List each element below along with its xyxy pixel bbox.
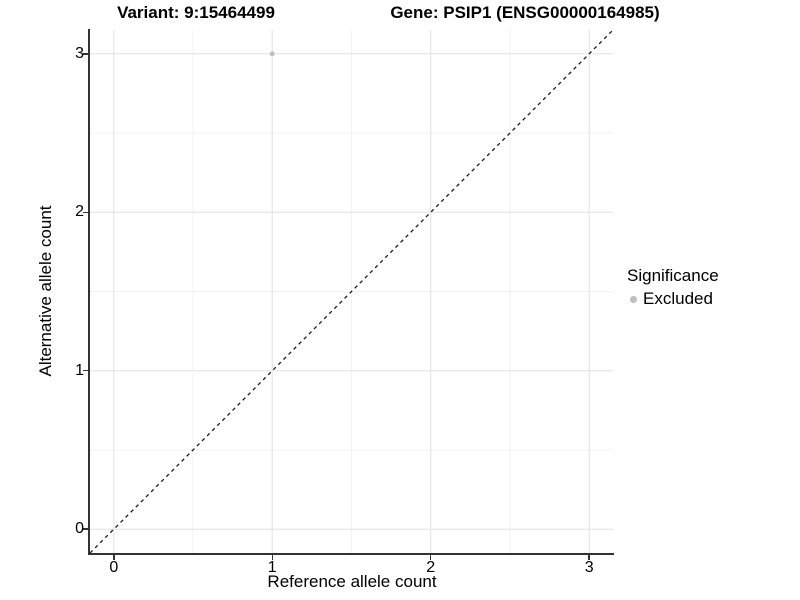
x-tick-mark	[429, 554, 432, 560]
y-tick-mark	[83, 528, 89, 530]
y-axis-title: Alternative allele count	[36, 205, 55, 377]
x-tick-label: 2	[426, 559, 436, 576]
identity-line	[90, 30, 613, 553]
variant-title: Variant: 9:15464499	[117, 3, 275, 22]
y-axis-line	[88, 29, 91, 555]
plot-panel	[90, 30, 613, 553]
x-tick-label: 0	[109, 559, 119, 576]
x-tick-mark	[271, 554, 273, 560]
legend: Significance Excluded	[627, 266, 719, 309]
x-tick-label: 3	[584, 559, 594, 576]
legend-item-excluded: Excluded	[627, 289, 719, 309]
y-tick-label: 3	[75, 44, 84, 62]
x-axis-title: Reference allele count	[267, 572, 437, 591]
x-tick-mark	[113, 554, 115, 560]
y-tick-mark	[83, 369, 89, 372]
x-tick-label: 1	[267, 559, 277, 576]
legend-key-dot	[630, 295, 637, 303]
data-point-excluded	[269, 51, 275, 57]
legend-title: Significance	[627, 266, 719, 285]
y-tick-label: 1	[75, 361, 84, 379]
y-tick-label: 0	[75, 520, 84, 538]
y-tick-label: 2	[75, 203, 84, 221]
x-tick-mark	[588, 554, 590, 560]
gene-title: Gene: PSIP1 (ENSG00000164985)	[390, 3, 660, 22]
legend-item-label: Excluded	[643, 289, 713, 308]
y-tick-mark	[83, 53, 89, 55]
y-tick-mark	[83, 211, 89, 213]
x-axis-line	[88, 552, 615, 555]
plot-svg	[90, 30, 613, 553]
